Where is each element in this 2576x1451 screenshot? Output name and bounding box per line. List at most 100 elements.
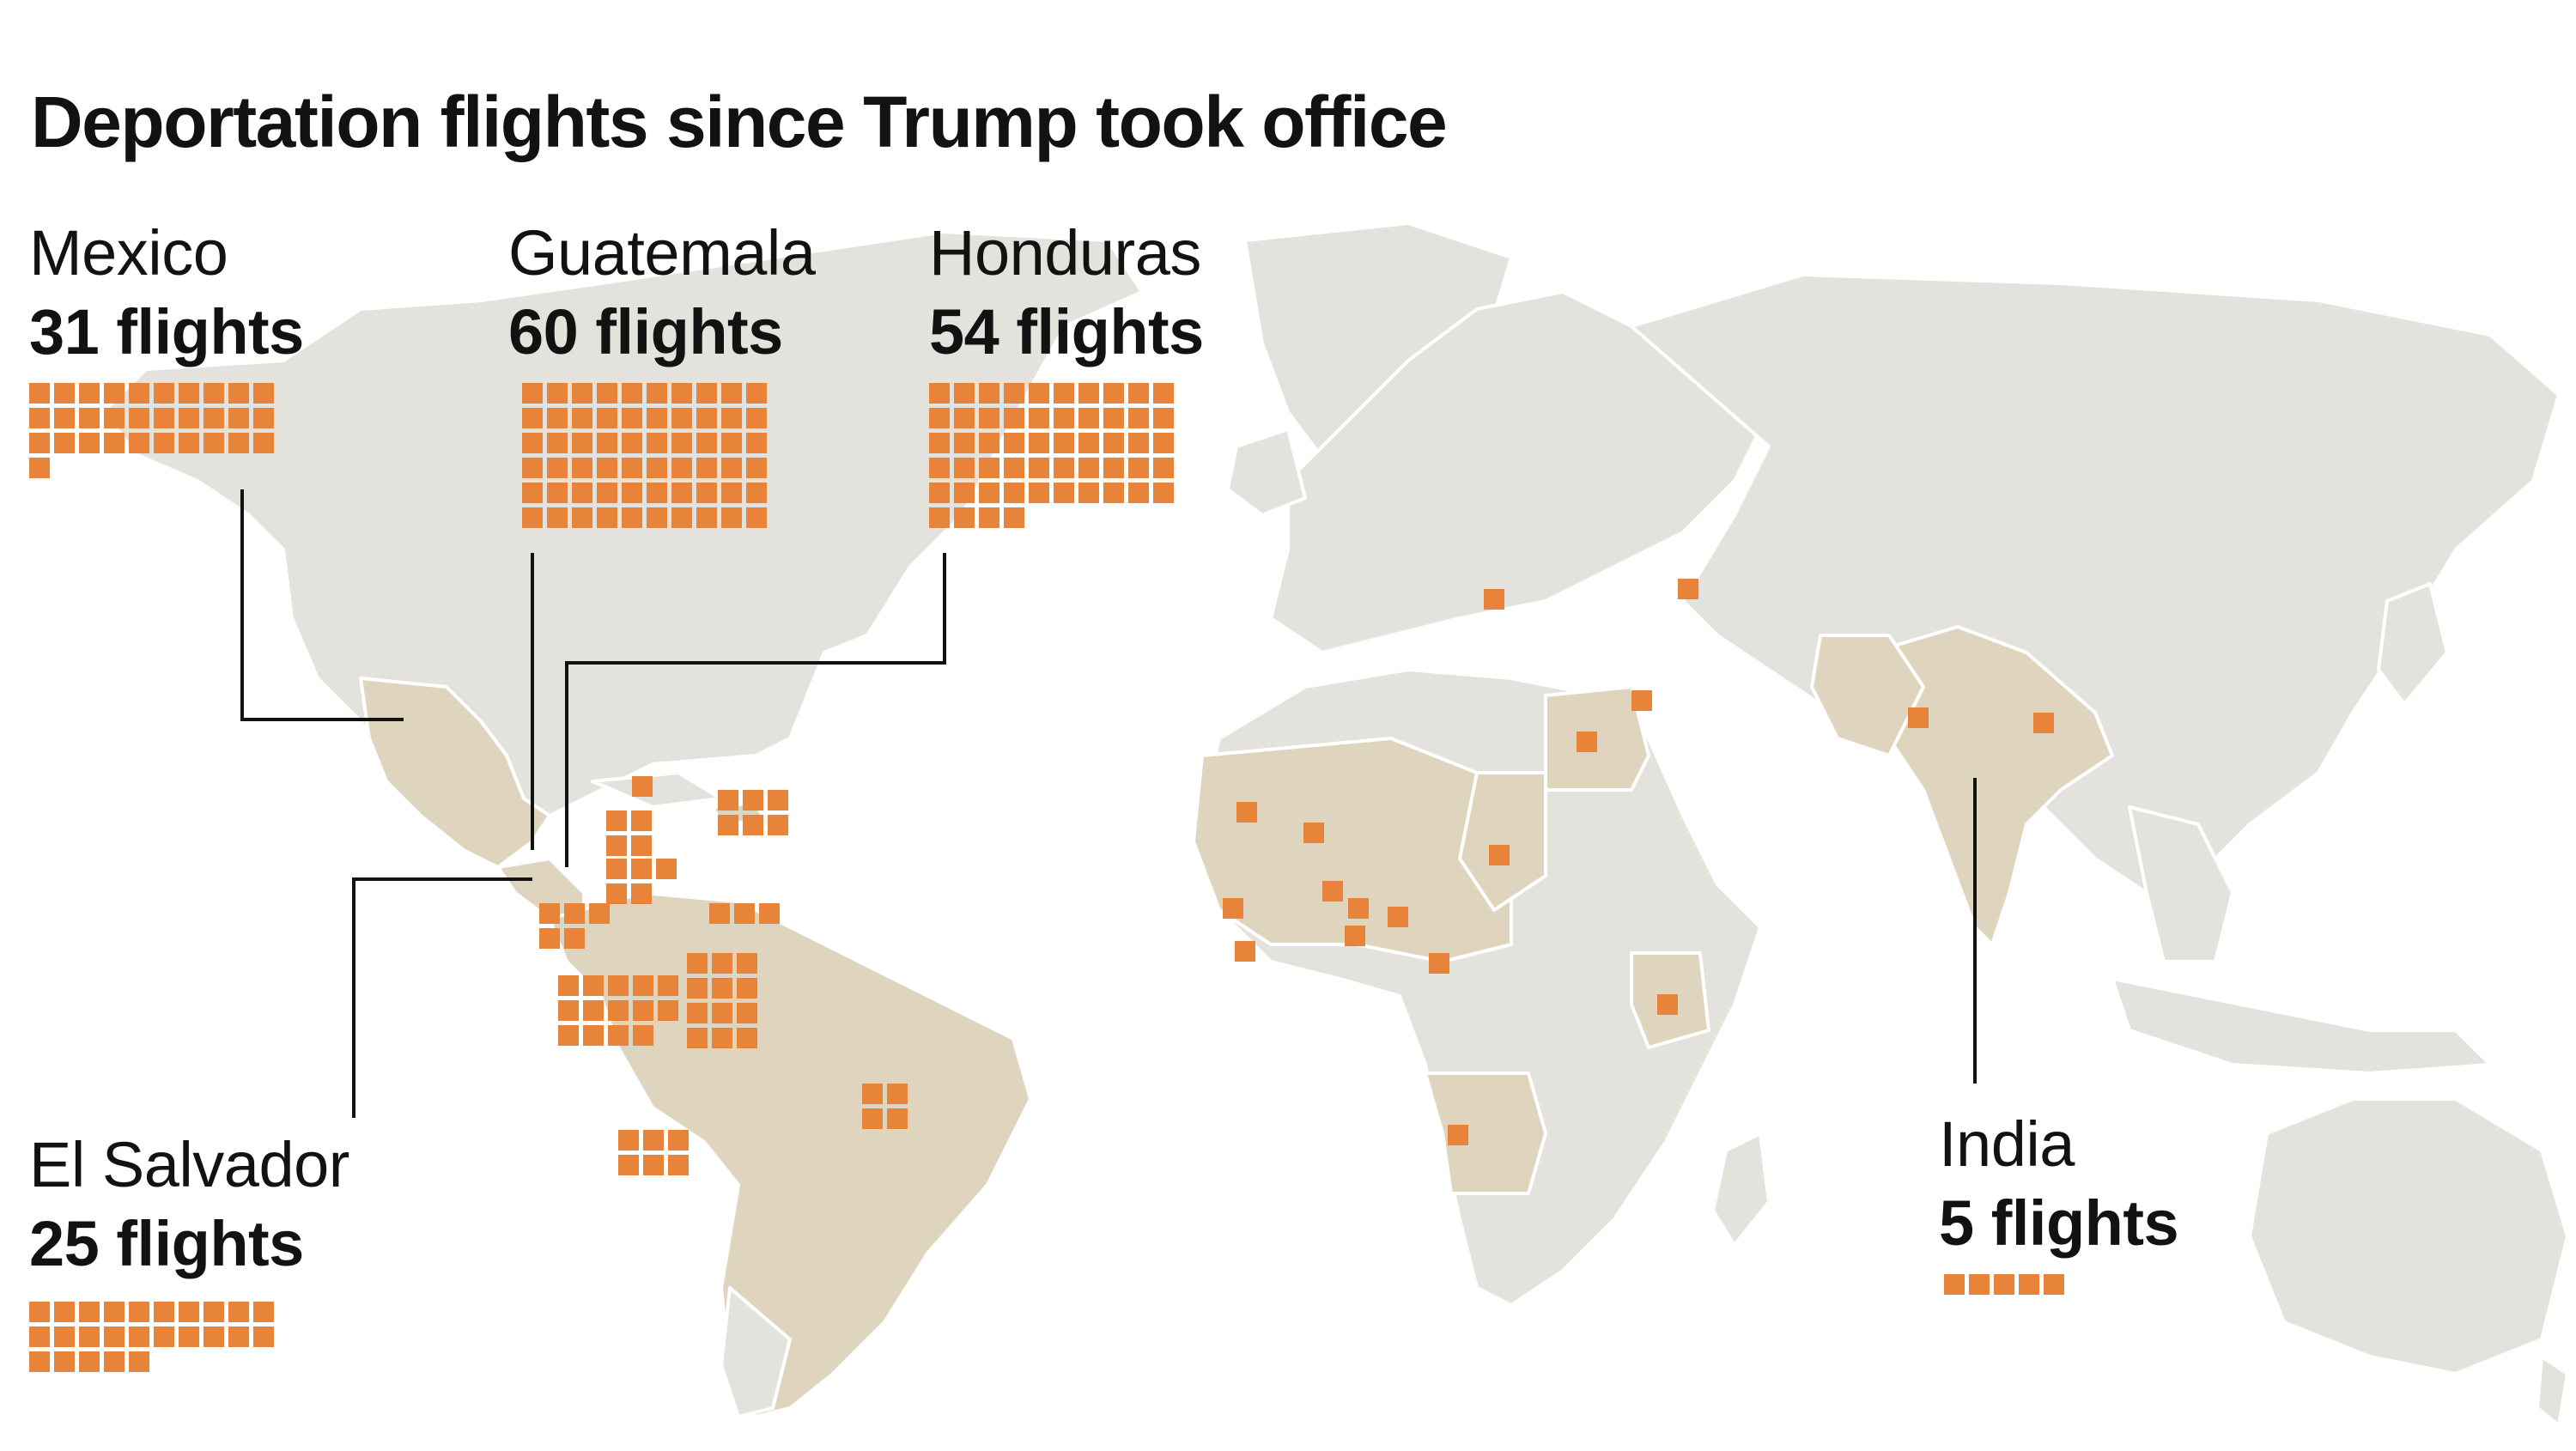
flight-square (228, 383, 249, 404)
flight-square (631, 835, 652, 856)
flight-square (696, 408, 717, 428)
flight-square (547, 483, 568, 503)
south-america (548, 891, 1032, 1418)
flight-square (104, 1327, 125, 1347)
flight-square (564, 903, 585, 924)
flight-square (622, 383, 642, 404)
southeast-asia (2128, 805, 2234, 963)
callout-mexico: Mexico 31 flights (29, 222, 304, 364)
flight-square (79, 1302, 100, 1322)
flight-square (1153, 483, 1174, 503)
flight-square (29, 383, 50, 404)
waffle-mexico (29, 383, 278, 483)
flight-square (954, 483, 975, 503)
marker-togo (1345, 926, 1365, 946)
flight-square (1944, 1274, 1965, 1295)
flight-square (558, 1025, 579, 1046)
flight-square (721, 408, 742, 428)
flight-square (718, 790, 738, 810)
flight-square (721, 383, 742, 404)
marker-venezuela (709, 903, 780, 924)
flight-square (29, 1351, 50, 1372)
flight-square (671, 408, 692, 428)
flight-square (1078, 458, 1099, 478)
flight-square (1004, 408, 1024, 428)
flight-square (583, 1000, 604, 1021)
flight-square (1348, 898, 1369, 919)
marker-egypt (1577, 732, 1597, 752)
flight-square (253, 1327, 274, 1347)
flight-square (1103, 458, 1124, 478)
flight-square (954, 383, 975, 404)
flight-square (608, 1000, 629, 1021)
flight-square (1029, 458, 1049, 478)
marker-burkina-faso (1348, 898, 1369, 919)
flight-square (712, 953, 732, 974)
flight-square (1054, 433, 1074, 453)
flight-square (597, 483, 617, 503)
flight-square (1577, 732, 1597, 752)
marker-kenya (1657, 994, 1678, 1015)
flight-square (737, 953, 757, 974)
flight-square (547, 507, 568, 528)
flight-square (104, 383, 125, 404)
flight-square (622, 458, 642, 478)
flight-square (737, 978, 757, 999)
flight-square (2044, 1274, 2064, 1295)
flight-square (622, 483, 642, 503)
flight-square (154, 433, 174, 453)
flight-square (547, 433, 568, 453)
flight-square (253, 383, 274, 404)
flight-square (721, 507, 742, 528)
marker-nepal (2033, 713, 2054, 733)
flight-square (631, 810, 652, 831)
waffle-guatemala (522, 383, 771, 532)
marker-jamaica (606, 859, 677, 904)
flight-square (1908, 707, 1929, 728)
country-label: El Salvador (29, 1129, 349, 1200)
flight-square (622, 507, 642, 528)
callout-india: India 5 flights (1939, 1113, 2179, 1255)
flight-square (606, 835, 627, 856)
flight-square (712, 1003, 732, 1023)
flight-square (54, 408, 75, 428)
flight-square (1484, 589, 1504, 610)
country-label: Guatemala (508, 217, 816, 288)
flight-square (647, 383, 667, 404)
marker-albania (1484, 589, 1504, 610)
flight-square (1388, 907, 1408, 927)
flight-square (656, 859, 677, 879)
flight-square (743, 790, 763, 810)
europe (1269, 290, 1771, 654)
flight-square (54, 1327, 75, 1347)
flight-square (1153, 433, 1174, 453)
flight-square (253, 408, 274, 428)
waffle-el-salvador (29, 1302, 278, 1376)
flight-square (1078, 433, 1099, 453)
flight-square (54, 383, 75, 404)
flight-square (647, 483, 667, 503)
flight-square (522, 458, 543, 478)
flight-square (1489, 845, 1510, 865)
flight-square (1128, 458, 1149, 478)
flight-square (979, 433, 999, 453)
flight-square (79, 1327, 100, 1347)
flight-square (1054, 458, 1074, 478)
flight-square (746, 408, 767, 428)
flight-square (54, 433, 75, 453)
flight-square (1678, 579, 1698, 599)
flight-square (668, 1155, 689, 1175)
flight-square (1004, 483, 1024, 503)
flight-square (1128, 483, 1149, 503)
flight-square (979, 458, 999, 478)
new-zealand (2536, 1355, 2569, 1427)
flight-square (558, 975, 579, 996)
flight-square (606, 810, 627, 831)
flight-square (647, 433, 667, 453)
flight-square (671, 483, 692, 503)
leader-line-mexico (240, 489, 404, 721)
flight-square (737, 1003, 757, 1023)
flight-square (687, 978, 708, 999)
flight-square (979, 483, 999, 503)
flight-square (979, 383, 999, 404)
